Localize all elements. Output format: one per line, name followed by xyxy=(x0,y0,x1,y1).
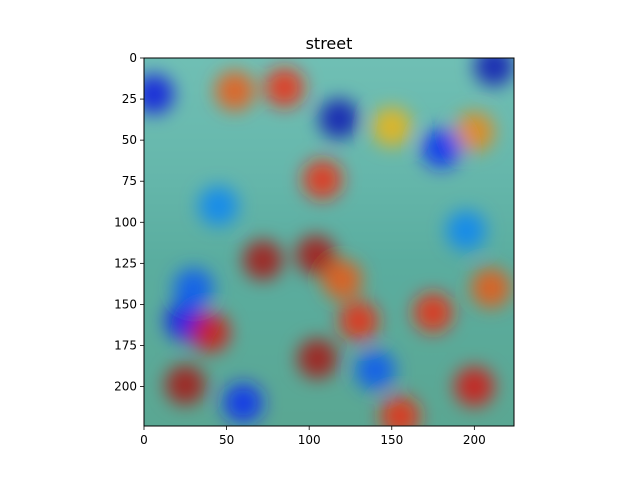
heatmap-hotspot xyxy=(190,312,231,353)
x-tick-label: 150 xyxy=(380,433,403,447)
heatmap-hotspot xyxy=(173,268,214,308)
y-axis: 0 25 50 75 100 125 150 175 200 xyxy=(114,51,144,394)
heatmap-hotspot xyxy=(318,98,359,139)
heatmap-hotspot xyxy=(302,159,343,200)
heatmap-hotspot xyxy=(264,67,305,108)
heatmap-hotspot xyxy=(165,364,206,405)
heatmap-hotspot xyxy=(355,350,396,391)
x-tick-label: 0 xyxy=(140,433,148,447)
y-tick-label: 175 xyxy=(114,339,137,353)
heatmap-hotspot xyxy=(454,111,495,152)
y-tick-label: 75 xyxy=(122,174,137,188)
heatmap-hotspot xyxy=(413,292,454,333)
heatmap-hotspot xyxy=(474,58,514,87)
x-tick-label: 200 xyxy=(463,433,486,447)
heatmap-hotspot xyxy=(297,338,338,379)
y-tick-label: 100 xyxy=(114,215,137,229)
heatmap-hotspot xyxy=(198,185,239,226)
heatmap-hotspots xyxy=(144,58,514,426)
heatmap-hotspot xyxy=(242,240,283,281)
heatmap-hotspot xyxy=(322,259,363,300)
heatmap-hotspot xyxy=(421,128,462,169)
y-tick-label: 25 xyxy=(122,92,137,106)
chart-title: street xyxy=(306,34,353,53)
y-tick-label: 150 xyxy=(114,297,137,311)
heatmap-hotspot xyxy=(214,70,255,111)
y-tick-label: 125 xyxy=(114,256,137,270)
y-tick-label: 50 xyxy=(122,133,137,147)
x-axis: 0 50 100 150 200 xyxy=(140,426,486,447)
heatmap-hotspot xyxy=(144,74,174,115)
heatmap-hotspot xyxy=(371,107,412,147)
y-tick-label: 0 xyxy=(129,51,137,65)
heatmap-hotspot xyxy=(223,383,264,423)
heatmap-hotspot xyxy=(338,300,379,341)
plot-frame xyxy=(143,57,515,427)
heatmap-hotspot xyxy=(470,268,511,308)
heatmap-hotspot xyxy=(380,396,421,426)
heatmap-hotspot xyxy=(454,366,495,407)
x-tick-label: 100 xyxy=(298,433,321,447)
x-tick-label: 50 xyxy=(219,433,234,447)
heatmap-hotspot xyxy=(295,235,336,276)
y-tick-label: 200 xyxy=(114,380,137,394)
heatmap-plot xyxy=(144,58,514,426)
heatmap-hotspot xyxy=(446,210,487,251)
